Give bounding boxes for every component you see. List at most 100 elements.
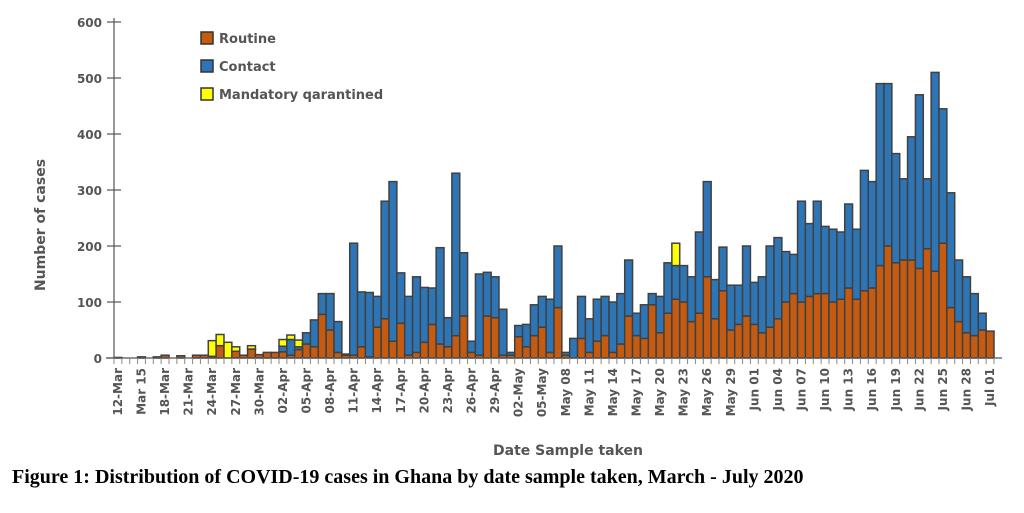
bar-contact xyxy=(427,287,437,326)
bar-routine xyxy=(545,351,555,359)
x-tick-label: May 29 xyxy=(724,368,738,416)
bar-routine xyxy=(678,301,689,359)
bar-contact xyxy=(946,192,956,309)
bar-contact xyxy=(867,180,877,289)
bar-routine xyxy=(521,346,532,359)
x-tick-label: 20-Apr xyxy=(417,368,431,414)
bar-routine xyxy=(702,276,712,359)
bar-routine xyxy=(843,287,854,359)
x-tick-label: 05-Apr xyxy=(300,368,314,414)
bar-contact xyxy=(914,94,925,270)
bar-routine xyxy=(443,346,453,359)
bar-mandatory-qarantined xyxy=(293,339,304,348)
bar-routine xyxy=(623,315,634,359)
bar-contact xyxy=(561,351,571,356)
x-tick-label: 02-May xyxy=(512,368,526,417)
bar-contact xyxy=(639,304,650,340)
bar-routine xyxy=(953,320,964,359)
bar-routine xyxy=(796,301,807,359)
bar-contact xyxy=(584,318,595,354)
x-tick-label: 21-Mar xyxy=(182,368,196,416)
bar-contact xyxy=(443,316,453,348)
bar-contact xyxy=(403,295,414,356)
bar-routine xyxy=(372,326,382,359)
bar-routine xyxy=(293,348,304,359)
bar-routine xyxy=(466,351,477,359)
bar-contact xyxy=(883,82,893,247)
bar-contact xyxy=(843,203,854,289)
bar-contact xyxy=(364,291,375,358)
x-tick-label: Jun 25 xyxy=(936,368,950,411)
bar-contact xyxy=(623,259,634,317)
x-tick-label: 02-Apr xyxy=(276,368,290,414)
y-tick-label: 300 xyxy=(77,184,102,198)
bar-contact xyxy=(286,338,296,356)
bar-contact xyxy=(576,295,587,340)
bar-routine xyxy=(985,330,995,359)
bar-routine xyxy=(773,318,783,359)
x-tick-label: Jun 07 xyxy=(795,368,809,411)
legend-swatch-routine xyxy=(200,31,214,45)
bar-routine xyxy=(710,318,720,359)
bar-contact xyxy=(458,251,469,317)
bar-contact xyxy=(891,152,901,264)
bar-routine xyxy=(961,332,972,359)
x-tick-label: 27-Mar xyxy=(229,368,243,416)
axes-group: 0 100 200 300 400 500 600 12-Mar Mar 15 18-Mar 21-… xyxy=(77,16,1002,417)
bar-contact xyxy=(616,292,626,345)
bar-routine xyxy=(246,348,257,359)
bar-contact xyxy=(411,276,422,354)
bar-contact xyxy=(419,286,430,344)
bar-routine xyxy=(325,329,335,359)
stacked-bar-chart: 0 100 200 300 400 500 600 12-Mar Mar 15 18-Mar 21-… xyxy=(33,16,1002,459)
bar-routine xyxy=(647,304,657,359)
bar-contact xyxy=(828,228,838,303)
legend-label: Contact xyxy=(219,60,276,75)
bar-contact xyxy=(592,298,602,342)
x-tick-label: May 11 xyxy=(582,368,596,416)
bar-mandatory-qarantined xyxy=(671,242,681,267)
bar-routine xyxy=(733,323,744,359)
bar-routine xyxy=(898,259,909,359)
bar-contact xyxy=(568,337,579,359)
bar-contact xyxy=(348,242,359,356)
bar-contact xyxy=(741,245,752,317)
bar-routine xyxy=(749,323,760,359)
bar-contact xyxy=(757,276,767,334)
bar-contact xyxy=(906,136,917,261)
y-tick-label: 400 xyxy=(77,128,102,142)
bar-mandatory-qarantined xyxy=(246,344,257,350)
bar-routine xyxy=(694,312,705,359)
bar-contact xyxy=(686,276,697,323)
bar-routine xyxy=(726,329,736,359)
legend-label: Mandatory qarantined xyxy=(219,88,383,103)
bar-mandatory-qarantined xyxy=(231,346,241,353)
x-tick-label: Jun 19 xyxy=(889,368,903,411)
bar-routine xyxy=(301,343,312,359)
x-tick-label: 08-Apr xyxy=(323,368,337,414)
bar-contact xyxy=(938,108,948,244)
bar-contact xyxy=(820,225,830,295)
bar-contact xyxy=(953,259,964,323)
bar-routine xyxy=(451,334,461,359)
bar-contact xyxy=(278,345,288,353)
bar-routine xyxy=(411,351,422,359)
bar-contact xyxy=(922,178,932,250)
x-tick-label: Jun 13 xyxy=(842,368,856,411)
bar-mandatory-qarantined xyxy=(207,339,217,358)
bar-routine xyxy=(616,343,626,359)
x-tick-label: Jun 01 xyxy=(747,368,761,411)
bar-routine xyxy=(946,306,956,359)
bar-contact xyxy=(898,178,909,261)
bar-routine xyxy=(938,242,948,359)
bar-routine xyxy=(757,332,767,359)
bar-routine xyxy=(592,340,602,359)
x-tick-label: 26-Apr xyxy=(465,368,479,414)
bar-contact xyxy=(836,231,846,300)
bar-routine xyxy=(686,320,697,359)
bar-contact xyxy=(521,323,532,348)
bar-routine xyxy=(891,262,901,359)
bar-routine xyxy=(537,326,547,359)
x-tick-label: Jun 10 xyxy=(818,368,832,411)
y-tick-label: 0 xyxy=(94,352,102,366)
